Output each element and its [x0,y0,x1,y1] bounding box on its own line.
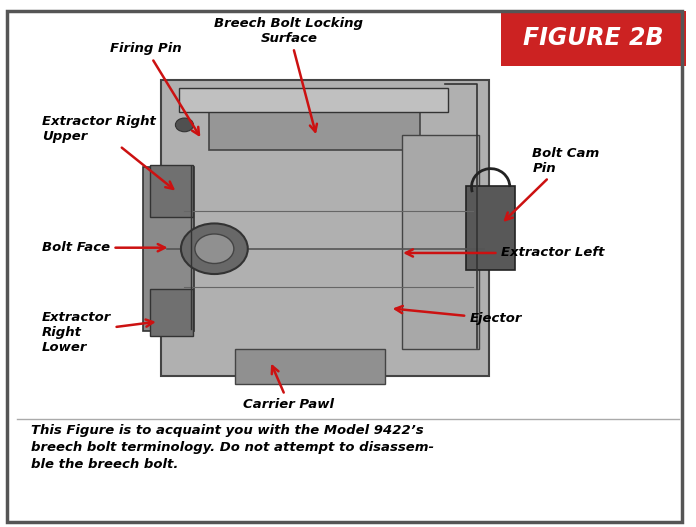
FancyBboxPatch shape [179,88,448,112]
Circle shape [195,234,234,264]
Text: Carrier Pawl: Carrier Pawl [244,366,334,411]
Text: Bolt Cam
Pin: Bolt Cam Pin [505,147,600,220]
FancyBboxPatch shape [143,167,194,331]
Text: Extractor Left: Extractor Left [406,247,605,259]
FancyBboxPatch shape [150,289,193,336]
Text: Extractor
Right
Lower: Extractor Right Lower [42,310,153,354]
Text: Ejector: Ejector [395,306,522,325]
FancyBboxPatch shape [209,93,420,150]
Circle shape [181,223,248,274]
FancyBboxPatch shape [150,165,193,217]
FancyBboxPatch shape [466,186,515,270]
Text: This Figure is to acquaint you with the Model 9422’s
breech bolt terminology. Do: This Figure is to acquaint you with the … [31,424,434,471]
FancyBboxPatch shape [235,349,385,384]
Text: FIGURE 2B: FIGURE 2B [523,26,664,51]
Text: Breech Bolt Locking
Surface: Breech Bolt Locking Surface [214,17,363,132]
Text: Bolt Face: Bolt Face [42,241,165,254]
Text: Firing Pin: Firing Pin [111,42,199,135]
FancyBboxPatch shape [501,11,686,66]
Text: Extractor Right
Upper: Extractor Right Upper [42,115,173,189]
Circle shape [175,118,193,132]
FancyBboxPatch shape [161,80,489,376]
FancyBboxPatch shape [402,135,479,349]
